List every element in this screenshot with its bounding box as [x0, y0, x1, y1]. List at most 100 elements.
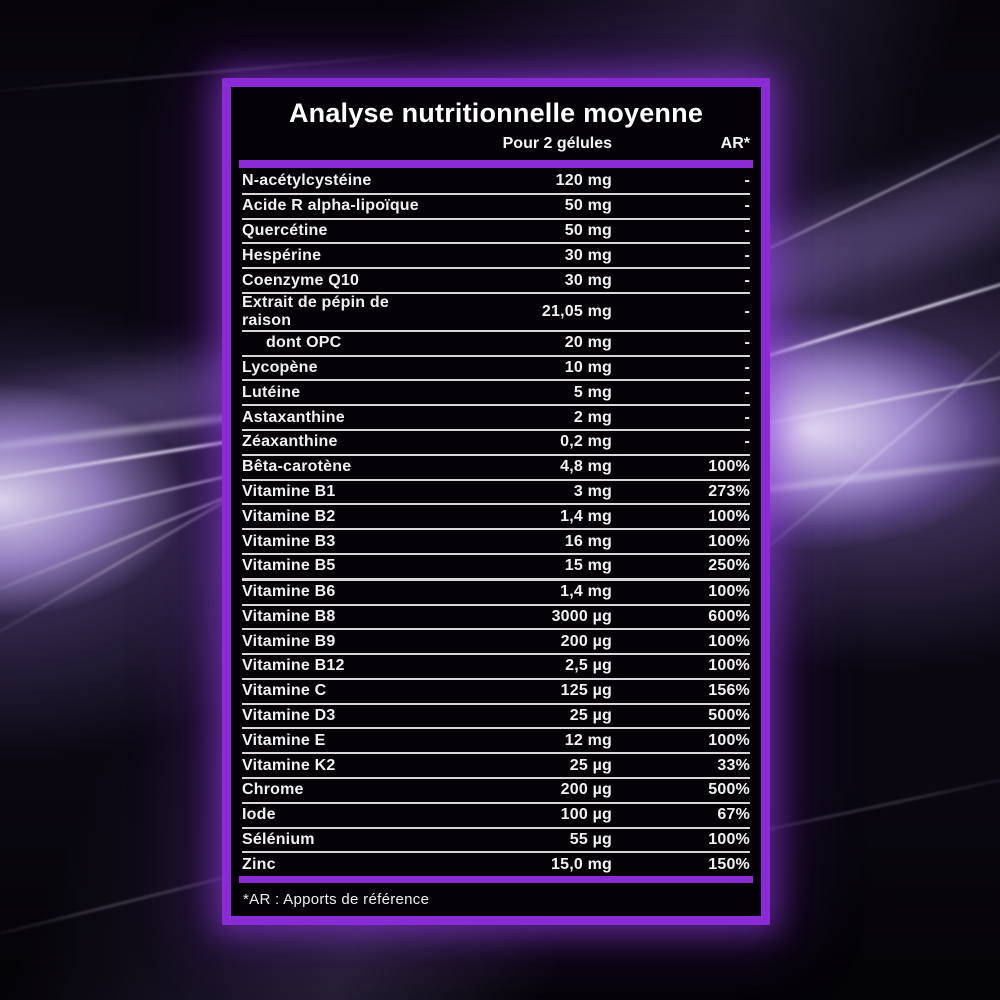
- nutrient-name: Vitamine B12: [242, 657, 345, 675]
- nutrient-ar-percent: -: [744, 271, 750, 289]
- nutrient-name: Sélénium: [242, 830, 315, 848]
- nutrient-name: Hespérine: [242, 246, 322, 264]
- table-row: Vitamine E 12 mg 100%: [242, 729, 750, 755]
- nutrient-name: Iode: [242, 806, 276, 824]
- table-row: Lycopène 10 mg -: [242, 357, 750, 382]
- table-row: Vitamine D3 25 µg 500%: [242, 705, 750, 730]
- nutrient-ar-percent: 100%: [708, 632, 750, 650]
- nutrient-ar-percent: -: [744, 359, 750, 377]
- nutrient-amount: 15 mg: [564, 557, 612, 575]
- nutrient-amount: 200 µg: [560, 781, 612, 799]
- table-row: Vitamine B1 3 mg 273%: [242, 481, 750, 506]
- nutrient-amount: 2 mg: [573, 408, 612, 426]
- nutrient-ar-percent: -: [744, 408, 750, 426]
- nutrient-name: Vitamine B8: [242, 607, 336, 625]
- nutrient-amount: 200 µg: [560, 632, 612, 650]
- table-row: N-acétylcystéine 120 mg -: [242, 170, 750, 195]
- nutrient-name: Vitamine B6: [242, 583, 336, 601]
- table-header: Pour 2 gélules AR*: [242, 135, 750, 153]
- nutrient-amount: 3000 µg: [551, 607, 612, 625]
- table-row: Lutéine 5 mg -: [242, 381, 750, 407]
- table-row: Vitamine B8 3000 µg 600%: [242, 606, 750, 631]
- nutrient-ar-percent: 500%: [708, 781, 750, 799]
- nutrient-amount: 2,5 µg: [565, 657, 612, 675]
- nutrient-name: Acide R alpha-lipoïque: [242, 197, 419, 215]
- nutrient-amount: 1,4 mg: [560, 583, 612, 601]
- nutrient-amount: 16 mg: [564, 532, 612, 550]
- nutrient-ar-percent: 100%: [708, 458, 750, 476]
- nutrient-name: Zinc: [242, 855, 276, 873]
- nutrient-amount: 15,0 mg: [551, 855, 612, 873]
- nutrient-name: Vitamine B9: [242, 632, 336, 650]
- nutrient-name: Vitamine B1: [242, 482, 336, 500]
- nutrient-name: Vitamine K2: [242, 756, 336, 774]
- table-row: Vitamine B12 2,5 µg 100%: [242, 655, 750, 680]
- nutrient-ar-percent: 100%: [708, 507, 750, 525]
- nutrient-name: Lutéine: [242, 383, 301, 401]
- nutrient-ar-percent: 100%: [708, 657, 750, 675]
- nutrient-name: dont OPC: [266, 334, 342, 352]
- nutrient-amount: 1,4 mg: [560, 507, 612, 525]
- reference-note: *AR : Apports de référence: [243, 891, 430, 908]
- nutrient-ar-percent: -: [744, 221, 750, 239]
- nutrient-name: Astaxanthine: [242, 408, 345, 426]
- nutrient-amount: 20 mg: [564, 334, 612, 352]
- nutrient-amount: 21,05 mg: [541, 302, 612, 320]
- nutrient-amount: 100 µg: [560, 806, 612, 824]
- nutrient-ar-percent: -: [744, 334, 750, 352]
- nutrition-panel: Analyse nutritionnelle moyenne Pour 2 gé…: [222, 78, 770, 925]
- nutrient-name: Vitamine B5: [242, 557, 336, 575]
- nutrient-amount: 12 mg: [564, 731, 612, 749]
- table-row: Bêta-carotène 4,8 mg 100%: [242, 456, 750, 481]
- table-row: Vitamine C 125 µg 156%: [242, 680, 750, 705]
- table-row: Astaxanthine 2 mg -: [242, 406, 750, 432]
- nutrient-name: Vitamine B3: [242, 532, 336, 550]
- nutrient-name: Zéaxanthine: [242, 433, 338, 451]
- nutrient-amount: 30 mg: [564, 246, 612, 264]
- nutrient-amount: 10 mg: [564, 359, 612, 377]
- nutrient-ar-percent: 67%: [717, 806, 750, 824]
- nutrient-ar-percent: 150%: [708, 855, 750, 873]
- nutrient-ar-percent: 100%: [708, 532, 750, 550]
- nutrient-ar-percent: 273%: [708, 482, 750, 500]
- header-serving-label: Pour 2 gélules: [502, 135, 612, 152]
- nutrient-table: N-acétylcystéine 120 mg - Acide R alpha-…: [242, 170, 750, 876]
- nutrient-amount: 50 mg: [564, 221, 612, 239]
- footer-accent-divider: [239, 876, 753, 883]
- table-row: Quercétine 50 mg -: [242, 220, 750, 245]
- nutrient-amount: 5 mg: [573, 383, 612, 401]
- nutrient-name: Vitamine B2: [242, 507, 336, 525]
- page-title: Analyse nutritionnelle moyenne: [288, 98, 704, 128]
- nutrient-amount: 55 µg: [569, 830, 612, 848]
- nutrient-name: Chrome: [242, 781, 304, 799]
- nutrient-ar-percent: -: [744, 197, 750, 215]
- table-row: Vitamine B5 15 mg 250%: [242, 555, 750, 581]
- nutrient-ar-percent: 33%: [717, 756, 750, 774]
- nutrient-amount: 25 µg: [569, 707, 612, 725]
- table-row: Vitamine B9 200 µg 100%: [242, 630, 750, 656]
- table-row: Iode 100 µg 67%: [242, 804, 750, 829]
- nutrient-ar-percent: -: [744, 302, 750, 320]
- nutrient-ar-percent: 600%: [708, 607, 750, 625]
- table-row: Sélénium 55 µg 100%: [242, 829, 750, 854]
- nutrient-ar-percent: 100%: [708, 583, 750, 601]
- nutrient-amount: 125 µg: [560, 682, 612, 700]
- nutrient-name: Vitamine D3: [242, 707, 336, 725]
- table-row: Hespérine 30 mg -: [242, 244, 750, 270]
- table-row: dont OPC 20 mg -: [242, 332, 750, 357]
- table-row: Coenzyme Q10 30 mg -: [242, 269, 750, 294]
- table-row: Zinc 15,0 mg 150%: [242, 853, 750, 876]
- table-row: Vitamine B3 16 mg 100%: [242, 530, 750, 555]
- nutrient-amount: 0,2 mg: [560, 433, 612, 451]
- nutrient-name: Coenzyme Q10: [242, 271, 360, 289]
- nutrient-ar-percent: -: [744, 433, 750, 451]
- nutrient-name: Vitamine E: [242, 731, 326, 749]
- table-row: Zéaxanthine 0,2 mg -: [242, 431, 750, 456]
- nutrient-amount: 30 mg: [564, 271, 612, 289]
- nutrient-ar-percent: 156%: [708, 682, 750, 700]
- table-row: Extrait de pépin de raison 21,05 mg -: [242, 294, 750, 332]
- table-row: Vitamine B6 1,4 mg 100%: [242, 581, 750, 606]
- header-ar-label: AR*: [720, 135, 750, 152]
- nutrient-ar-percent: 500%: [708, 707, 750, 725]
